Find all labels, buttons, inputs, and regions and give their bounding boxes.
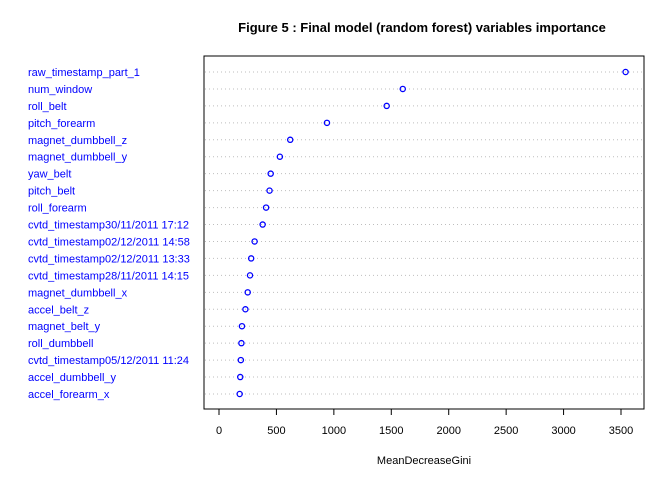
x-tick-label: 3000 bbox=[551, 425, 575, 437]
data-point bbox=[242, 306, 249, 313]
data-points bbox=[236, 68, 629, 398]
data-point bbox=[266, 187, 273, 194]
variable-label: cvtd_timestamp02/12/2011 14:58 bbox=[28, 236, 190, 248]
data-point bbox=[236, 373, 244, 381]
x-tick-label: 2500 bbox=[494, 425, 518, 437]
x-tick-label: 2000 bbox=[436, 425, 460, 437]
plot-frame bbox=[203, 55, 645, 410]
x-axis: 0 500 1000 1500 2000 2500 3000 3500 bbox=[216, 408, 633, 437]
data-point bbox=[323, 119, 331, 127]
grid-lines bbox=[205, 71, 643, 395]
variable-label: pitch_belt bbox=[28, 186, 75, 198]
variable-label: roll_forearm bbox=[28, 203, 87, 215]
data-point bbox=[622, 68, 629, 76]
data-point bbox=[399, 85, 407, 93]
data-point bbox=[238, 322, 246, 330]
data-point bbox=[259, 221, 266, 228]
data-point bbox=[236, 390, 243, 398]
variable-label: magnet_dumbbell_y bbox=[28, 152, 128, 164]
variable-labels: raw_timestamp_part_1 num_window roll_beltp… bbox=[28, 67, 190, 401]
variable-label: roll_belt bbox=[28, 101, 67, 113]
chart-title: Figure 5 : Final model (random forest) v… bbox=[238, 20, 606, 35]
variable-label: raw_timestamp_part_1 bbox=[28, 67, 140, 79]
variable-label: cvtd_timestamp02/12/2011 13:33 bbox=[28, 253, 190, 265]
variable-label: cvtd_timestamp30/11/2011 17:12 bbox=[28, 220, 189, 232]
x-tick-label: 0 bbox=[216, 425, 222, 437]
variable-label: accel_forearm_x bbox=[28, 389, 110, 401]
variable-label: num_window bbox=[28, 84, 92, 96]
x-tick-label: 500 bbox=[267, 425, 285, 437]
data-point bbox=[262, 204, 270, 211]
variable-label: roll_dumbbell bbox=[28, 338, 93, 350]
variable-label: pitch_forearm bbox=[28, 118, 95, 130]
variable-label: magnet_dumbbell_x bbox=[28, 287, 128, 299]
variable-label: accel_belt_z bbox=[28, 304, 89, 316]
data-point bbox=[251, 238, 258, 245]
x-tick-label: 3500 bbox=[609, 425, 633, 437]
data-point bbox=[246, 272, 254, 279]
variable-label: cvtd_timestamp05/12/2011 11:24 bbox=[28, 355, 189, 367]
data-point bbox=[267, 170, 274, 177]
data-point bbox=[237, 356, 245, 364]
x-tick-label: 1500 bbox=[379, 425, 403, 437]
data-point bbox=[244, 289, 251, 296]
variable-label: yaw_belt bbox=[28, 169, 71, 181]
variable-label: accel_dumbbell_y bbox=[28, 372, 117, 384]
x-axis-label: MeanDecreaseGini bbox=[377, 455, 471, 467]
variable-label: magnet_belt_y bbox=[28, 321, 101, 333]
data-point bbox=[383, 102, 390, 110]
data-point bbox=[238, 339, 245, 347]
data-point bbox=[247, 255, 255, 262]
data-point bbox=[276, 153, 284, 160]
variable-label: cvtd_timestamp28/11/2011 14:15 bbox=[28, 270, 189, 282]
data-point bbox=[286, 136, 294, 144]
variable-label: magnet_dumbbell_z bbox=[28, 135, 127, 147]
x-tick-label: 1000 bbox=[322, 425, 346, 437]
